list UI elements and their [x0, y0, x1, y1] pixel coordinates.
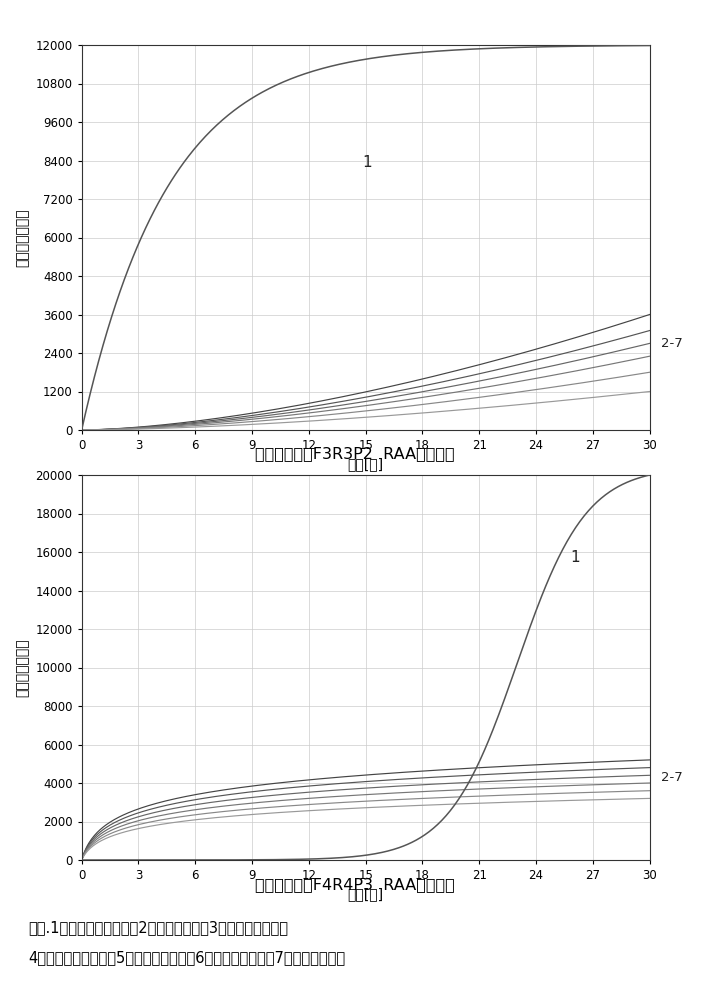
Text: 图中.1：阪崎克罗诺杆菌；2：产气肠杆菌；3：铜绿假单胞菌；: 图中.1：阪崎克罗诺杆菌；2：产气肠杆菌；3：铜绿假单胞菌； — [28, 920, 288, 936]
Text: 引物探针组合F4R4P3  RAA测试结果: 引物探针组合F4R4P3 RAA测试结果 — [255, 878, 455, 892]
X-axis label: 时间[分]: 时间[分] — [348, 458, 383, 472]
X-axis label: 时间[分]: 时间[分] — [348, 888, 383, 902]
Text: 1: 1 — [570, 550, 580, 565]
Y-axis label: 荧光值【毫伏】: 荧光值【毫伏】 — [16, 208, 30, 267]
Text: 引物探针组合F3R3P2  RAA测试结果: 引物探针组合F3R3P2 RAA测试结果 — [255, 446, 455, 462]
Text: 1: 1 — [362, 155, 371, 170]
Text: 2-7: 2-7 — [661, 337, 683, 350]
Text: 4：肺炎克雷伯氏菌；5：溶血性链球菌；6：大肠埃希氏菌；7：单增李斯特菌: 4：肺炎克雷伯氏菌；5：溶血性链球菌；6：大肠埃希氏菌；7：单增李斯特菌 — [28, 950, 346, 966]
Y-axis label: 荧光值【毫伏】: 荧光值【毫伏】 — [16, 638, 30, 697]
Text: 2-7: 2-7 — [661, 771, 683, 784]
